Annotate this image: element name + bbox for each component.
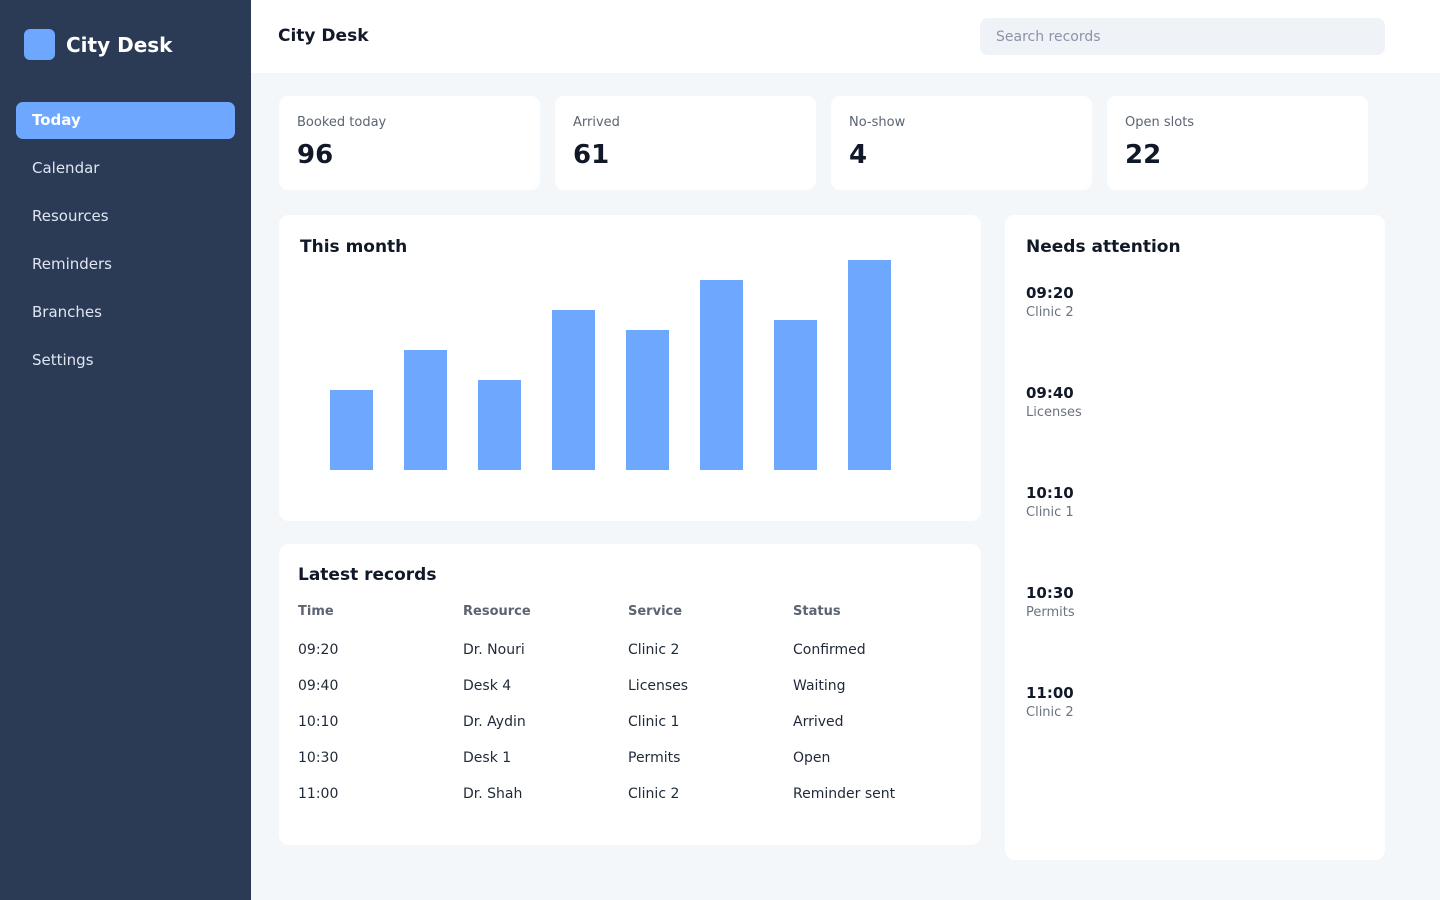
cell-resource: Dr. Aydin — [463, 714, 526, 730]
chart-bar[interactable] — [700, 280, 743, 470]
kpi-card-booked-today: Booked today 96 — [279, 96, 540, 190]
kpi-value: 96 — [297, 140, 334, 170]
kpi-label: Booked today — [297, 115, 387, 130]
kpi-card-no-show: No-show 4 — [831, 96, 1092, 190]
sidebar-item-calendar[interactable]: Calendar — [32, 159, 100, 177]
table-row[interactable]: 10:10 Dr. Aydin Clinic 1 Arrived — [298, 704, 958, 740]
attention-time: 09:40 — [1026, 384, 1074, 402]
cell-time: 11:00 — [298, 786, 339, 802]
cell-status: Confirmed — [793, 642, 866, 658]
brand-name: City Desk — [66, 32, 173, 57]
cell-resource: Dr. Nouri — [463, 642, 525, 658]
sidebar-item-settings[interactable]: Settings — [32, 351, 94, 369]
cell-service: Permits — [628, 750, 681, 766]
sidebar-nav: Today Calendar Resources Reminders Branc… — [16, 102, 235, 390]
cell-service: Clinic 2 — [628, 786, 680, 802]
kpi-value: 22 — [1125, 140, 1162, 170]
attention-place: Clinic 1 — [1026, 505, 1074, 520]
cell-resource: Desk 4 — [463, 678, 512, 694]
cell-service: Clinic 1 — [628, 714, 680, 730]
chart-bar[interactable] — [330, 390, 373, 470]
cell-resource: Desk 1 — [463, 750, 512, 766]
table-row[interactable]: 11:00 Dr. Shah Clinic 2 Reminder sent — [298, 776, 958, 812]
kpi-card-open-slots: Open slots 22 — [1107, 96, 1368, 190]
app-logo-icon — [24, 29, 55, 60]
chart-title: This month — [300, 237, 408, 257]
sidebar: City Desk Today Calendar Resources Remin… — [0, 0, 251, 900]
table-row[interactable]: 09:40 Desk 4 Licenses Waiting — [298, 668, 958, 704]
kpi-label: Open slots — [1125, 115, 1195, 130]
sidebar-item-today[interactable]: Today — [16, 102, 235, 139]
search-input[interactable] — [980, 18, 1385, 55]
table-row[interactable]: 09:20 Dr. Nouri Clinic 2 Confirmed — [298, 632, 958, 668]
cell-time: 10:10 — [298, 714, 339, 730]
attention-time: 10:10 — [1026, 484, 1074, 502]
cell-resource: Dr. Shah — [463, 786, 523, 802]
column-header-resource[interactable]: Resource — [463, 604, 531, 619]
records-table: Time Resource Service Status 09:20 Dr. N… — [298, 604, 958, 812]
kpi-label: Arrived — [573, 115, 620, 130]
cell-status: Reminder sent — [793, 786, 896, 802]
cell-status: Waiting — [793, 678, 846, 694]
attention-time: 09:20 — [1026, 284, 1074, 302]
cell-service: Licenses — [628, 678, 689, 694]
kpi-value: 4 — [849, 140, 868, 170]
attention-time: 10:30 — [1026, 584, 1074, 602]
attention-item[interactable]: 09:20 Clinic 2 — [1026, 284, 1082, 384]
cell-time: 10:30 — [298, 750, 339, 766]
column-header-status[interactable]: Status — [793, 604, 841, 619]
attention-place: Permits — [1026, 605, 1075, 620]
needs-attention-title: Needs attention — [1026, 237, 1181, 257]
attention-item[interactable]: 11:00 Clinic 2 — [1026, 684, 1082, 784]
column-header-time[interactable]: Time — [298, 604, 334, 619]
needs-attention-card: Needs attention 09:20 Clinic 2 09:40 Lic… — [1005, 215, 1385, 860]
table-header-row: Time Resource Service Status — [298, 604, 958, 632]
latest-records-title: Latest records — [298, 565, 437, 585]
brand[interactable]: City Desk — [24, 29, 172, 60]
monthly-chart-card: This month — [279, 215, 981, 521]
attention-place: Licenses — [1026, 405, 1082, 420]
chart-bar[interactable] — [404, 350, 447, 470]
chart-bar[interactable] — [552, 310, 595, 470]
attention-item[interactable]: 09:40 Licenses — [1026, 384, 1082, 484]
cell-status: Open — [793, 750, 831, 766]
attention-item[interactable]: 10:10 Clinic 1 — [1026, 484, 1082, 584]
table-row[interactable]: 10:30 Desk 1 Permits Open — [298, 740, 958, 776]
latest-records-card: Latest records Time Resource Service Sta… — [279, 544, 981, 845]
cell-status: Arrived — [793, 714, 844, 730]
sidebar-item-reminders[interactable]: Reminders — [32, 255, 112, 273]
bar-chart — [330, 260, 891, 470]
attention-list: 09:20 Clinic 2 09:40 Licenses 10:10 Clin… — [1026, 284, 1082, 784]
cell-time: 09:40 — [298, 678, 339, 694]
cell-time: 09:20 — [298, 642, 339, 658]
page-title: City Desk — [278, 26, 369, 46]
attention-item[interactable]: 10:30 Permits — [1026, 584, 1082, 684]
chart-bar[interactable] — [848, 260, 891, 470]
kpi-card-arrived: Arrived 61 — [555, 96, 816, 190]
sidebar-item-branches[interactable]: Branches — [32, 303, 102, 321]
top-bar: City Desk — [251, 0, 1440, 73]
chart-bar[interactable] — [774, 320, 817, 470]
kpi-value: 61 — [573, 140, 610, 170]
sidebar-item-resources[interactable]: Resources — [32, 207, 109, 225]
chart-bar[interactable] — [478, 380, 521, 470]
attention-time: 11:00 — [1026, 684, 1074, 702]
attention-place: Clinic 2 — [1026, 705, 1074, 720]
kpi-label: No-show — [849, 115, 906, 130]
chart-bar[interactable] — [626, 330, 669, 470]
attention-place: Clinic 2 — [1026, 305, 1074, 320]
column-header-service[interactable]: Service — [628, 604, 683, 619]
cell-service: Clinic 2 — [628, 642, 680, 658]
